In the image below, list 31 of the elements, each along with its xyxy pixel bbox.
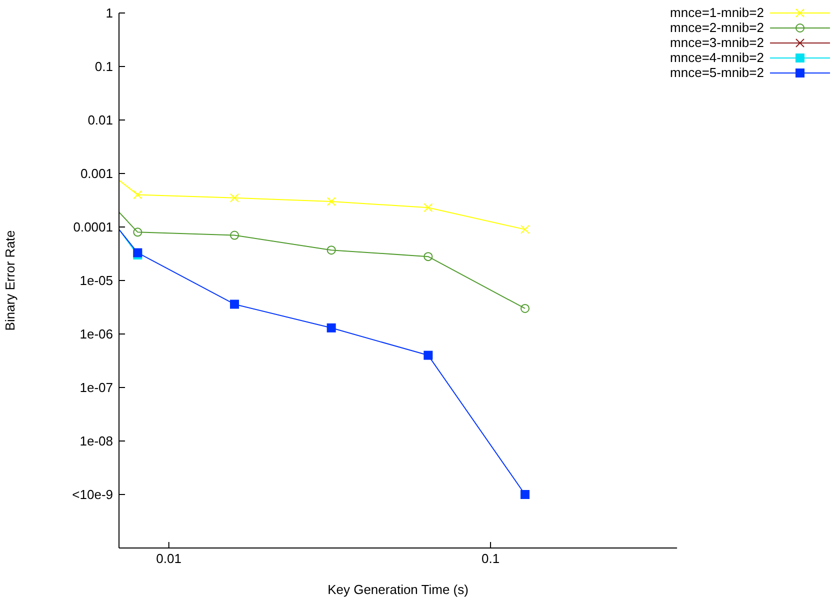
- point: [326, 323, 336, 332]
- legend-label: mnce=5-mnib=2: [670, 65, 764, 80]
- point: [520, 304, 530, 313]
- y-tick-label: 0.0001: [73, 220, 113, 235]
- point: [520, 224, 530, 234]
- y-tick-label: 0.001: [80, 166, 113, 182]
- y-tick-label: 1e-07: [80, 380, 113, 396]
- x-axis-title: Key Generation Time (s): [328, 582, 468, 597]
- y-tick-label: 1e-06: [80, 326, 113, 342]
- point: [230, 193, 239, 202]
- y-tick-label: 1e-08: [80, 434, 113, 449]
- point: [230, 230, 239, 240]
- point: [424, 203, 433, 212]
- point: [326, 196, 336, 206]
- legend-label: mnce=3-mnib=2: [670, 35, 764, 50]
- y-axis-title: Binary Error Rate: [2, 230, 18, 331]
- legend-label: mnce=1-mnib=2: [670, 5, 764, 20]
- point: [520, 490, 530, 499]
- point: [424, 350, 433, 360]
- legend-label: mnce=2-mnib=2: [670, 20, 764, 35]
- point: [424, 252, 433, 262]
- point: [133, 190, 142, 200]
- y-tick-label: 1e-05: [80, 273, 113, 288]
- legend-label: mnce=4-mnib=2: [670, 50, 764, 65]
- y-tick-label: 1: [106, 6, 113, 21]
- point: [326, 246, 336, 255]
- y-tick-label: <10e-9: [72, 487, 113, 502]
- y-tick-label: 0.01: [88, 112, 113, 128]
- point: [230, 300, 239, 309]
- point: [133, 228, 142, 237]
- y-tick-label: 0.1: [94, 59, 113, 74]
